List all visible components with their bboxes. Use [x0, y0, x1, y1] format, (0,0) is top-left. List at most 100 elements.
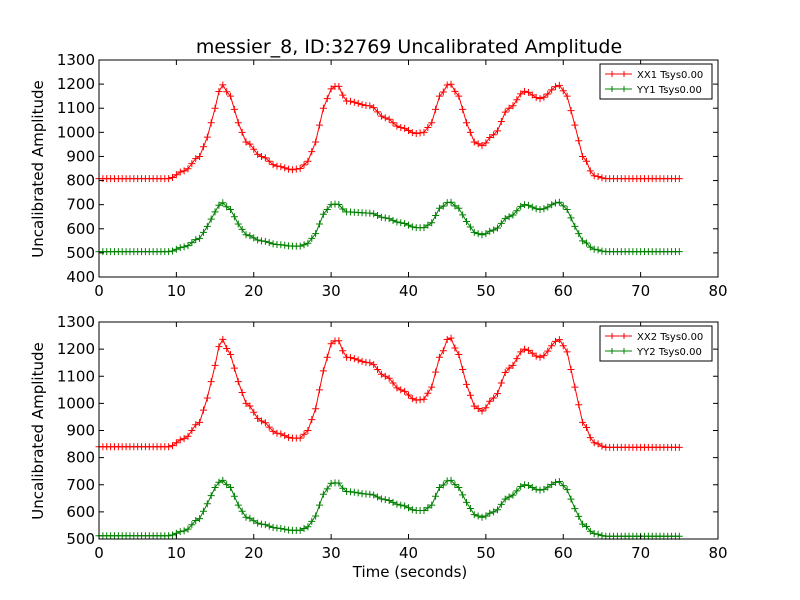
- data-point-marker: [532, 352, 540, 360]
- data-point-marker: [408, 506, 416, 514]
- data-point-marker: [234, 220, 242, 228]
- data-point-marker: [257, 417, 265, 425]
- data-point-marker: [296, 165, 304, 172]
- data-point-marker: [227, 483, 235, 491]
- y-tick-label: 600: [66, 503, 95, 521]
- data-point-marker: [536, 205, 544, 213]
- data-point-marker: [463, 218, 471, 226]
- data-point-marker: [346, 97, 354, 105]
- data-point-marker: [335, 200, 343, 208]
- data-point-marker: [304, 523, 312, 531]
- x-tick-label: 60: [554, 282, 573, 300]
- data-point-marker: [176, 244, 184, 252]
- data-point-marker: [455, 92, 463, 100]
- data-point-marker: [308, 234, 316, 242]
- data-point-marker: [513, 207, 521, 215]
- data-point-marker: [590, 439, 598, 447]
- data-point-marker: [180, 243, 188, 251]
- data-point-marker: [242, 231, 250, 239]
- data-point-marker: [424, 504, 432, 512]
- data-point-marker: [207, 215, 215, 223]
- data-point-marker: [358, 357, 366, 365]
- x-tick-label: 50: [476, 282, 495, 300]
- y-tick-label: 800: [66, 449, 95, 467]
- data-point-marker: [199, 406, 207, 414]
- data-point-marker: [246, 140, 254, 148]
- data-point-marker: [586, 243, 594, 251]
- data-point-marker: [447, 476, 455, 484]
- data-point-marker: [490, 508, 498, 516]
- data-point-marker: [215, 88, 223, 96]
- data-point-marker: [521, 87, 529, 95]
- data-point-marker: [571, 222, 579, 230]
- data-point-marker: [559, 482, 567, 490]
- data-point-marker: [470, 402, 478, 410]
- legend-xx1-marker: [609, 71, 627, 77]
- data-point-marker: [563, 205, 571, 213]
- data-point-marker: [416, 129, 424, 137]
- data-point-marker: [257, 237, 265, 245]
- data-point-marker: [439, 88, 447, 96]
- data-point-marker: [207, 378, 215, 386]
- data-point-marker: [540, 93, 548, 101]
- data-point-marker: [447, 334, 455, 342]
- legend-xx2-label: XX2 Tsys0.00: [637, 332, 703, 343]
- data-point-marker: [582, 423, 590, 431]
- data-point-marker: [188, 160, 196, 168]
- series-markers-1-1: [95, 476, 683, 540]
- data-point-marker: [377, 370, 385, 378]
- data-point-marker: [246, 232, 254, 240]
- data-point-marker: [590, 172, 598, 180]
- data-point-marker: [292, 165, 300, 173]
- data-point-marker: [304, 427, 312, 434]
- data-point-marker: [211, 208, 219, 216]
- x-tick-label: 30: [322, 544, 341, 562]
- data-point-marker: [227, 351, 235, 359]
- data-point-marker: [451, 481, 459, 489]
- data-point-marker: [451, 344, 459, 352]
- data-point-marker: [544, 347, 552, 355]
- data-point-marker: [598, 442, 606, 450]
- data-point-marker: [215, 343, 223, 351]
- data-point-marker: [420, 395, 428, 403]
- data-point-marker: [203, 394, 211, 402]
- y-tick-label: 700: [66, 476, 95, 494]
- data-point-marker: [517, 483, 525, 491]
- data-point-marker: [207, 492, 215, 500]
- data-point-marker: [586, 527, 594, 535]
- data-point-marker: [184, 165, 192, 173]
- data-point-marker: [196, 515, 204, 523]
- data-point-marker: [501, 215, 509, 223]
- x-tick-label: 80: [708, 544, 727, 562]
- y-tick-label: 700: [66, 196, 95, 214]
- data-point-marker: [389, 216, 397, 224]
- data-point-marker: [350, 98, 358, 106]
- data-point-marker: [505, 364, 513, 372]
- data-point-marker: [470, 511, 478, 519]
- y-tick-label: 1300: [57, 313, 95, 331]
- data-point-marker: [199, 228, 207, 236]
- data-point-marker: [579, 418, 587, 426]
- data-point-marker: [165, 532, 173, 540]
- data-point-marker: [486, 133, 494, 141]
- data-point-marker: [339, 91, 347, 99]
- data-point-marker: [385, 115, 393, 123]
- data-point-marker: [509, 211, 517, 219]
- y-tick-label: 500: [66, 530, 95, 548]
- data-point-marker: [401, 387, 409, 395]
- y-tick-label: 400: [66, 268, 95, 286]
- data-point-marker: [257, 520, 265, 528]
- top-legend: XX1 Tsys0.00 YY1 Tsys0.00: [599, 63, 713, 100]
- x-tick-label: 70: [631, 544, 650, 562]
- data-point-marker: [544, 483, 552, 491]
- data-point-marker: [493, 127, 501, 135]
- data-point-marker: [493, 506, 501, 514]
- data-point-marker: [316, 501, 324, 509]
- data-point-marker: [172, 171, 180, 179]
- data-point-marker: [374, 108, 382, 116]
- data-point-marker: [389, 119, 397, 127]
- data-point-marker: [405, 391, 412, 399]
- data-point-marker: [532, 485, 540, 493]
- data-point-marker: [586, 434, 594, 442]
- data-point-marker: [435, 92, 443, 100]
